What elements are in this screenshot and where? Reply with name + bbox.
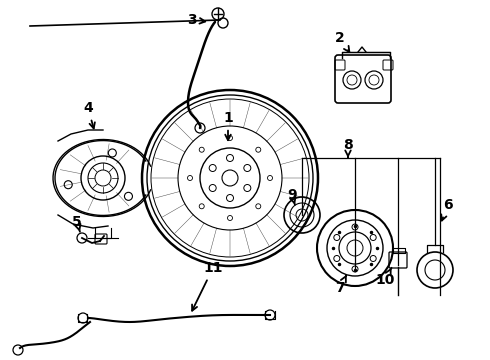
Text: 8: 8 [343,138,353,158]
Text: 1: 1 [223,111,233,140]
Text: 11: 11 [192,261,223,311]
Text: 9: 9 [287,188,297,205]
Text: 4: 4 [83,101,95,129]
Text: 3: 3 [187,13,205,27]
Text: 2: 2 [335,31,349,52]
Text: 10: 10 [375,268,394,287]
Text: 7: 7 [335,275,346,295]
Text: 5: 5 [72,215,82,232]
Text: 6: 6 [441,198,453,221]
